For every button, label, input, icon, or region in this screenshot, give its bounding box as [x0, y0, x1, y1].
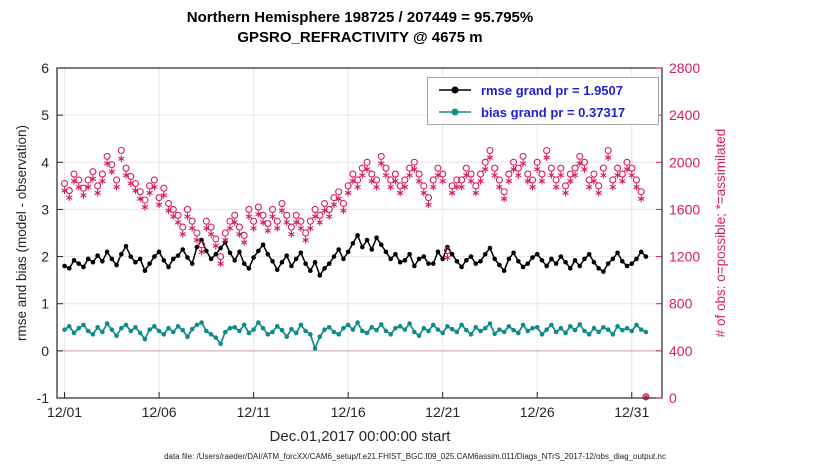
legend-rmse-label: rmse grand pr = 1.9507 [481, 82, 623, 98]
svg-text:-1: -1 [37, 390, 50, 406]
legend-bias-label: bias grand pr = 0.37317 [481, 104, 626, 120]
svg-text:4: 4 [41, 154, 49, 170]
svg-text:12/11: 12/11 [237, 404, 271, 420]
legend-row-bias: bias grand pr = 0.37317 [428, 101, 658, 123]
svg-text:1: 1 [41, 296, 49, 312]
y-axis-label-right: # of obs: o=possible; *=assimilated [713, 128, 728, 338]
svg-text:12/31: 12/31 [614, 404, 649, 420]
svg-text:12/16: 12/16 [331, 404, 366, 420]
chart-title-line1: Northern Hemisphere 198725 / 207449 = 95… [186, 9, 534, 26]
svg-text:12/21: 12/21 [425, 404, 460, 420]
svg-text:6: 6 [41, 60, 49, 76]
svg-text:2000: 2000 [669, 154, 700, 170]
svg-text:5: 5 [41, 107, 49, 123]
svg-text:2400: 2400 [669, 107, 700, 123]
chart-title: Northern Hemisphere 198725 / 207449 = 95… [0, 8, 720, 48]
legend-rmse-swatch [439, 86, 471, 94]
legend: rmse grand pr = 1.9507 bias grand pr = 0… [427, 77, 659, 125]
svg-text:0: 0 [669, 390, 677, 406]
svg-text:12/26: 12/26 [520, 404, 555, 420]
y-axis-label-left: rmse and bias (model - observation) [14, 124, 29, 342]
svg-text:800: 800 [669, 296, 693, 312]
legend-row-rmse: rmse grand pr = 1.9507 [428, 79, 658, 101]
svg-text:2: 2 [41, 249, 49, 265]
svg-text:12/06: 12/06 [142, 404, 177, 420]
legend-bias-swatch [439, 108, 471, 116]
svg-text:3: 3 [41, 201, 49, 217]
svg-text:1200: 1200 [669, 249, 700, 265]
svg-text:400: 400 [669, 343, 693, 359]
svg-text:2800: 2800 [669, 60, 700, 76]
x-axis-label: Dec.01,2017 00:00:00 start [269, 428, 451, 445]
svg-text:1600: 1600 [669, 201, 700, 217]
svg-text:12/01: 12/01 [47, 404, 82, 420]
data-file-caption: data file: /Users/raeder/DAI/ATM_forcXX/… [164, 452, 666, 461]
chart-title-line2: GPSRO_REFRACTIVITY @ 4675 m [237, 29, 483, 46]
svg-text:0: 0 [41, 343, 49, 359]
